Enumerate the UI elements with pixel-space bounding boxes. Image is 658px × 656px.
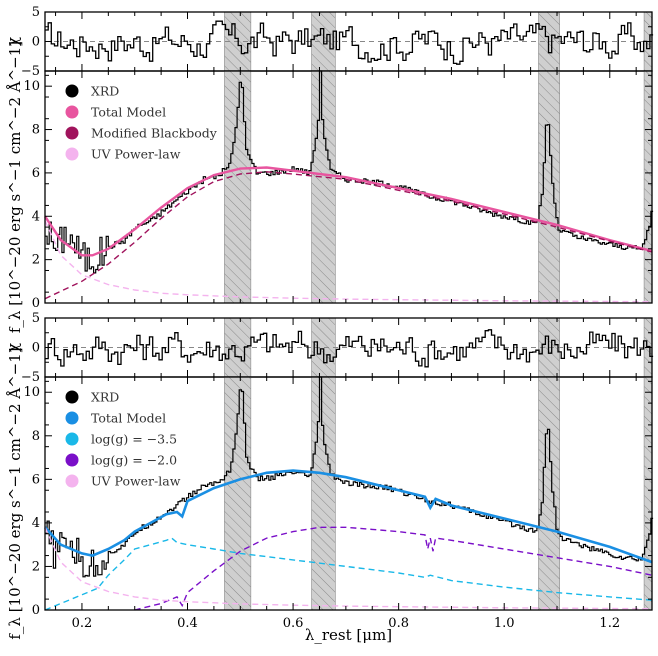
masked-region: [311, 70, 336, 304]
legend-entry: XRD: [91, 390, 119, 405]
axis-ticks: 0.2 0.4 0.6 0.8 1.0 1.2 0 2 4 6 8 10: [23, 377, 652, 631]
y-tick-label: 8: [32, 123, 40, 138]
residual-series: [45, 329, 654, 368]
legend-marker: [65, 126, 79, 140]
y-tick-label: 2: [32, 253, 40, 268]
model-series: [44, 171, 653, 300]
legend-entry: log(g) = −2.0: [91, 453, 177, 468]
y-tick-label: 6: [32, 472, 40, 487]
y-axis-label: χ: [4, 37, 22, 46]
legend-marker: [65, 105, 79, 119]
legend-entry: XRD: [91, 84, 119, 99]
model-series: [44, 537, 653, 611]
model-series: [44, 220, 653, 303]
y-axis-label: χ: [4, 343, 22, 352]
legend-marker: [65, 411, 79, 425]
axis-ticks: 5 0 −5: [21, 5, 652, 79]
masked-region: [224, 70, 252, 304]
y-tick-label: 8: [32, 429, 40, 444]
y-tick-label: −5: [21, 64, 40, 79]
axis-ticks: 0 2 4 6 8 10: [23, 71, 652, 311]
axes-frame: [44, 70, 653, 304]
legend-entry: Total Model: [91, 105, 166, 120]
y-tick-label: 10: [23, 385, 40, 400]
xrd-series: [45, 70, 654, 274]
model-series: [44, 166, 653, 257]
y-tick-label: 0: [32, 603, 40, 618]
legend-marker: [65, 84, 79, 98]
legend-marker: [65, 390, 79, 404]
y-axis-label: f_λ [10^−20 erg s^−1 cm^−2 Å^−1]: [6, 41, 24, 333]
model-series: [134, 526, 653, 611]
y-tick-label: 4: [32, 209, 40, 224]
y-tick-label: 4: [32, 516, 40, 531]
y-tick-label: 5: [32, 5, 40, 20]
x-tick-label: 0.2: [72, 616, 93, 631]
masked-region: [538, 376, 560, 611]
legend: XRD Total Model Modified Blackbody UV Power…: [65, 84, 218, 162]
legend-entry: Total Model: [91, 411, 166, 426]
x-tick-label: 0.8: [388, 616, 409, 631]
legend-marker: [65, 474, 79, 488]
legend-marker: [65, 432, 79, 446]
y-tick-label: 6: [32, 166, 40, 181]
legend-marker: [65, 147, 79, 161]
masked-region: [224, 376, 252, 611]
legend-entry: Modified Blackbody: [91, 126, 218, 141]
y-tick-label: 5: [32, 311, 40, 326]
y-tick-label: 10: [23, 79, 40, 94]
legend: XRD Total Model log(g) = −3.5 log(g) = −2.0…: [65, 390, 181, 489]
legend-entry: UV Power-law: [91, 474, 181, 489]
y-tick-label: 0: [32, 296, 40, 311]
x-tick-label: 1.2: [599, 616, 620, 631]
x-tick-label: 0.4: [177, 616, 198, 631]
y-tick-label: −5: [21, 370, 40, 385]
legend-marker: [65, 453, 79, 467]
residual-series: [45, 20, 654, 65]
y-tick-label: 2: [32, 559, 40, 574]
xrd-series: [45, 376, 654, 578]
model-series: [44, 527, 653, 610]
y-axis-label: f_λ [10^−20 erg s^−1 cm^−2 Å^−1]: [6, 347, 24, 639]
masked-region: [311, 376, 336, 611]
model-series: [44, 469, 653, 564]
legend-entry: UV Power-law: [91, 147, 181, 162]
x-tick-label: 0.6: [283, 616, 304, 631]
axes-frame: [44, 376, 653, 611]
x-tick-label: 1.0: [494, 616, 515, 631]
y-tick-label: 0: [32, 341, 40, 356]
legend-entry: log(g) = −3.5: [91, 432, 177, 447]
x-axis-label: λ_rest [μm]: [305, 626, 392, 644]
masked-region: [538, 70, 560, 304]
y-tick-label: 0: [32, 35, 40, 50]
masked-region: [643, 70, 653, 304]
